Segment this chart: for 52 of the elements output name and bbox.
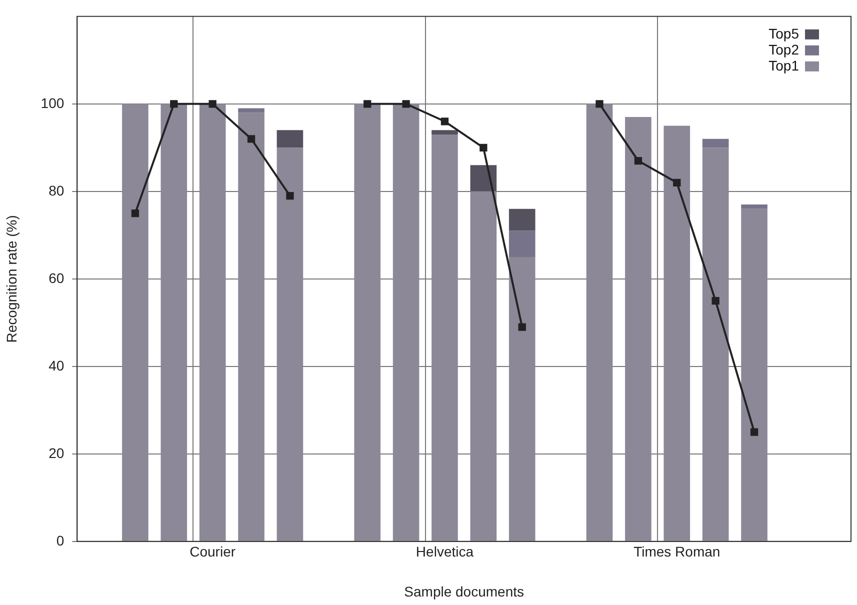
x-tick-label: Helvetica — [416, 544, 474, 560]
bar — [741, 204, 768, 209]
bar — [470, 165, 497, 192]
bar — [160, 104, 188, 541]
bar — [702, 148, 729, 541]
point — [480, 144, 488, 152]
point — [247, 135, 256, 143]
bar — [354, 104, 381, 541]
point — [170, 100, 178, 108]
legend-label: Top1 — [768, 57, 800, 74]
x-axis-title: Sample documents — [404, 583, 524, 600]
bar — [122, 104, 148, 541]
bar — [702, 138, 729, 148]
y-tick-label: 20 — [48, 444, 64, 461]
bar — [586, 104, 613, 541]
bar — [664, 126, 690, 541]
y-tick-label: 40 — [48, 357, 64, 374]
point — [364, 100, 372, 108]
bar — [432, 130, 458, 135]
bar — [276, 130, 304, 148]
bar — [238, 112, 264, 541]
point — [518, 323, 526, 331]
point — [750, 428, 758, 436]
bar — [238, 108, 264, 113]
point — [402, 100, 410, 108]
point — [286, 192, 294, 200]
y-tick-label: 100 — [40, 94, 64, 111]
point — [673, 178, 681, 186]
bar — [625, 117, 652, 541]
bar — [470, 191, 497, 541]
bar — [199, 104, 226, 541]
bar — [276, 148, 304, 541]
point — [131, 209, 140, 218]
x-tick-label: Times Roman — [634, 544, 720, 560]
bar — [508, 230, 536, 258]
y-tick-label: 60 — [48, 270, 64, 286]
point — [712, 296, 720, 305]
point — [634, 156, 642, 165]
bar — [741, 208, 768, 541]
bar — [392, 104, 420, 541]
y-tick-label: 0 — [56, 532, 64, 548]
point — [596, 100, 604, 108]
legend-label: Top5 — [768, 25, 800, 42]
y-axis-title: Recognition rate (%) — [3, 215, 20, 343]
legend-label: Top2 — [768, 41, 800, 58]
bar — [432, 134, 458, 541]
x-tick-label: Courier — [190, 544, 236, 560]
point — [208, 100, 216, 108]
bar — [508, 257, 536, 541]
point — [440, 118, 449, 126]
y-tick-label: 80 — [48, 182, 64, 198]
bar — [508, 208, 536, 231]
